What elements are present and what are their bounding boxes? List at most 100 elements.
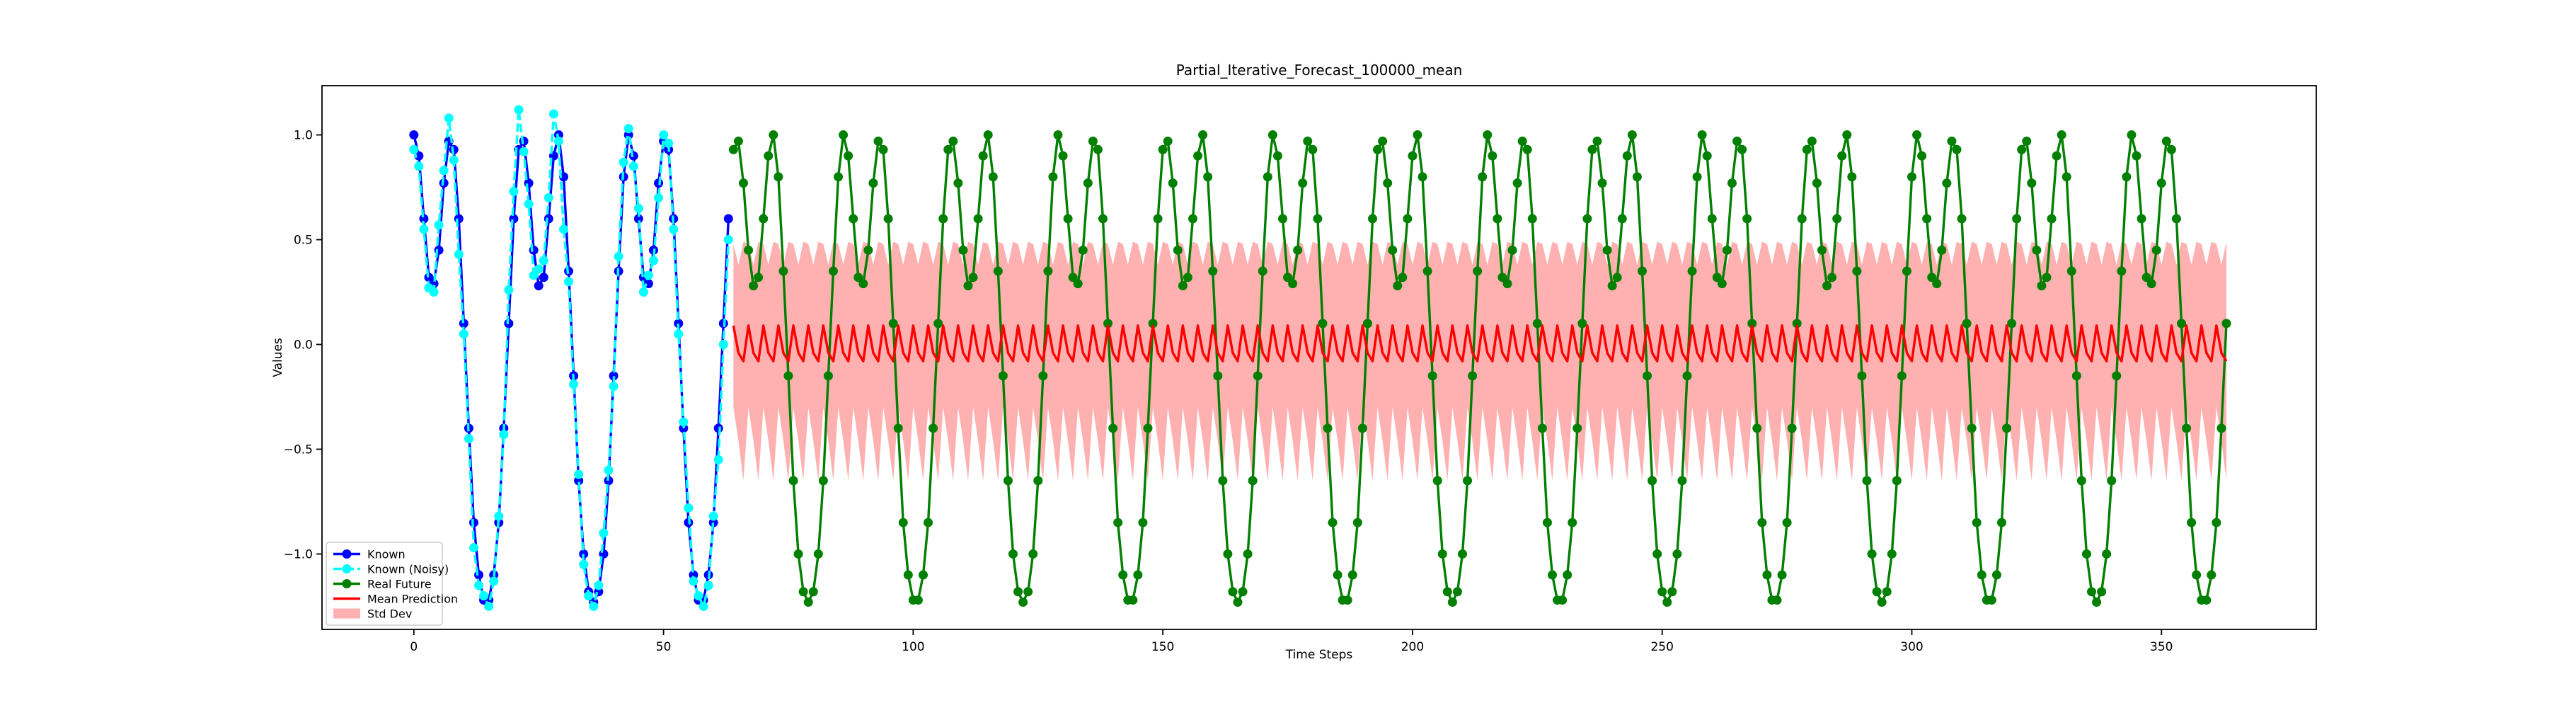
data-point — [1652, 549, 1662, 559]
data-point — [1023, 587, 1033, 597]
data-point — [474, 581, 484, 590]
data-point — [2166, 144, 2176, 154]
data-point — [1952, 144, 1962, 154]
data-point — [788, 476, 798, 486]
data-point — [1193, 151, 1203, 161]
data-point — [679, 417, 689, 427]
data-point — [1003, 476, 1013, 486]
data-point — [1493, 214, 1502, 224]
data-point — [1757, 518, 1767, 527]
data-point — [1563, 570, 1572, 580]
y-tick-label: −1.0 — [284, 547, 313, 561]
data-point — [1028, 549, 1038, 559]
data-point — [574, 469, 584, 479]
x-tick-label: 300 — [1900, 640, 1923, 654]
data-point — [1308, 144, 1318, 154]
data-point — [778, 266, 788, 276]
data-point — [749, 281, 759, 291]
data-point — [1378, 136, 1388, 146]
data-point — [1627, 130, 1637, 140]
data-point — [1542, 518, 1552, 527]
data-point — [633, 203, 643, 213]
data-point — [1582, 214, 1592, 224]
data-point — [1163, 136, 1173, 146]
data-point — [1078, 245, 1088, 255]
data-point — [774, 172, 783, 182]
data-point — [419, 214, 429, 224]
data-point — [609, 382, 619, 392]
data-point — [674, 319, 684, 329]
data-point — [1986, 595, 1996, 605]
data-point — [569, 379, 579, 389]
data-point — [718, 340, 728, 350]
x-tick-label: 250 — [1650, 640, 1673, 654]
data-point — [1128, 595, 1138, 605]
data-point — [1907, 172, 1916, 182]
data-point — [1727, 178, 1737, 188]
data-point — [614, 251, 623, 261]
data-point — [1473, 266, 1483, 276]
data-point — [1053, 130, 1063, 140]
data-point — [2097, 587, 2107, 597]
data-point — [733, 136, 743, 146]
data-point — [963, 281, 973, 291]
data-point — [1887, 549, 1897, 559]
data-point — [1517, 136, 1527, 146]
data-point — [1872, 587, 1882, 597]
data-point — [2017, 144, 2027, 154]
data-point — [913, 595, 923, 605]
data-point — [509, 214, 519, 224]
x-tick-label: 350 — [2150, 640, 2173, 654]
data-point — [628, 151, 638, 161]
data-point — [2137, 214, 2146, 224]
series-line — [732, 133, 2228, 604]
data-point — [1432, 476, 1442, 486]
data-point — [1867, 549, 1877, 559]
legend-label: Mean Prediction — [367, 593, 458, 606]
data-point — [1158, 144, 1168, 154]
data-point — [1717, 279, 1727, 289]
data-point — [1373, 144, 1383, 154]
data-point — [584, 591, 594, 601]
data-point — [1687, 266, 1697, 276]
data-point — [2092, 598, 2102, 607]
data-point — [1148, 319, 1158, 329]
data-point — [708, 511, 718, 521]
data-point — [484, 601, 494, 611]
y-tick-label: 0.5 — [294, 234, 313, 248]
data-point — [539, 256, 548, 266]
data-point — [2192, 570, 2202, 580]
data-point — [519, 136, 529, 146]
data-point — [1347, 570, 1357, 580]
data-point — [1367, 214, 1377, 224]
data-point — [858, 279, 868, 289]
data-point — [1293, 245, 1303, 255]
data-point — [534, 281, 544, 291]
data-point — [1413, 130, 1422, 140]
data-point — [793, 549, 803, 559]
data-point — [628, 161, 638, 171]
data-point — [2027, 178, 2037, 188]
data-point — [1093, 144, 1103, 154]
data-point — [2221, 319, 2231, 329]
data-point — [2037, 281, 2047, 291]
data-point — [499, 430, 509, 440]
data-point — [1937, 245, 1947, 255]
data-point — [638, 287, 648, 297]
data-point — [943, 144, 953, 154]
data-point — [1577, 319, 1587, 329]
data-point — [1882, 587, 1892, 597]
data-point — [713, 423, 723, 433]
data-point — [454, 249, 464, 259]
data-point — [1183, 273, 1192, 282]
data-point — [754, 273, 764, 282]
data-point — [694, 591, 703, 601]
data-point — [1832, 214, 1842, 224]
data-point — [863, 245, 873, 255]
data-point — [1622, 151, 1632, 161]
data-point — [1747, 319, 1757, 329]
data-point — [1437, 549, 1447, 559]
data-point — [1228, 587, 1238, 597]
data-point — [479, 591, 489, 601]
data-point — [2141, 273, 2151, 282]
